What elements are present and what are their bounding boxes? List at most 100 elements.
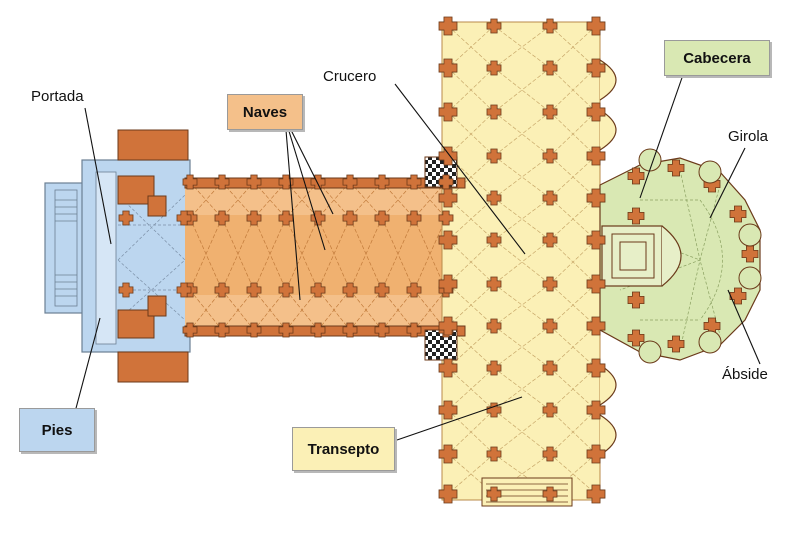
pillar	[118, 282, 134, 298]
pillar	[118, 210, 134, 226]
leader-naves-1	[284, 117, 334, 215]
pillar	[486, 446, 502, 462]
pillar	[438, 230, 458, 250]
radiating-chapel	[698, 160, 722, 184]
pillar	[176, 282, 192, 298]
label-crucero: Crucero	[323, 68, 377, 85]
pillar	[586, 400, 606, 420]
pillar	[486, 402, 502, 418]
pillar	[438, 316, 458, 336]
label-cabecera: Cabecera	[664, 40, 770, 76]
pillar	[246, 322, 262, 338]
leader-naves-2	[284, 117, 326, 251]
pillar	[542, 18, 558, 34]
pillar	[542, 148, 558, 164]
radiating-chapel	[738, 223, 762, 247]
pillar	[278, 282, 294, 298]
pillar	[486, 360, 502, 376]
pillar	[374, 322, 390, 338]
radiating-chapel	[698, 330, 722, 354]
radiating-chapel	[638, 340, 662, 364]
pillar	[586, 230, 606, 250]
leader-lines	[74, 71, 761, 441]
pillar	[374, 282, 390, 298]
pillar	[542, 486, 558, 502]
pillar	[182, 174, 198, 190]
cabecera-region	[599, 157, 761, 361]
pillar	[438, 146, 458, 166]
pillar	[438, 188, 458, 208]
apse-chapels	[638, 148, 762, 364]
pillar	[586, 484, 606, 504]
pillar	[438, 274, 458, 294]
pillar	[278, 322, 294, 338]
leader-portada	[84, 107, 112, 245]
pillar	[586, 444, 606, 464]
pillar	[246, 210, 262, 226]
pillar	[627, 329, 645, 347]
pillar	[438, 16, 458, 36]
pillar	[406, 210, 422, 226]
pillar	[374, 174, 390, 190]
pillar	[586, 274, 606, 294]
pillar	[586, 358, 606, 378]
pillar	[438, 444, 458, 464]
leader-naves-3	[284, 117, 301, 301]
pillar	[246, 282, 262, 298]
pillar	[486, 104, 502, 120]
pillar	[374, 210, 390, 226]
pillar	[310, 322, 326, 338]
label-pies: Pies	[19, 408, 95, 452]
pillars	[118, 16, 759, 504]
pillar	[542, 360, 558, 376]
label-girola: Girola	[728, 128, 769, 145]
pillar	[586, 102, 606, 122]
pillar	[214, 210, 230, 226]
pillar	[310, 210, 326, 226]
pillar	[214, 282, 230, 298]
pillar	[182, 322, 198, 338]
label-transepto: Transepto	[292, 427, 395, 471]
pillar	[486, 18, 502, 34]
pillar	[438, 102, 458, 122]
pillar	[342, 322, 358, 338]
pillar	[406, 282, 422, 298]
pillar	[214, 174, 230, 190]
pillar	[542, 318, 558, 334]
pillar	[278, 174, 294, 190]
pillar	[542, 60, 558, 76]
pillar	[542, 232, 558, 248]
leader-girola	[709, 147, 746, 219]
pillar	[627, 207, 645, 225]
pillar	[438, 400, 458, 420]
pillar	[214, 322, 230, 338]
pillar	[342, 210, 358, 226]
leader-crucero	[394, 83, 526, 255]
pillar	[627, 167, 645, 185]
pillar	[342, 174, 358, 190]
pillar	[542, 190, 558, 206]
pillar	[667, 159, 685, 177]
pillar	[438, 484, 458, 504]
pillar	[586, 58, 606, 78]
pillar	[406, 322, 422, 338]
pillar	[438, 58, 458, 78]
pillar	[486, 190, 502, 206]
label-naves: Naves	[227, 94, 303, 130]
pillar	[176, 210, 192, 226]
pillar	[729, 205, 747, 223]
pillar	[438, 358, 458, 378]
transepto-region	[441, 21, 601, 501]
pillar	[486, 60, 502, 76]
leader-transepto	[396, 396, 523, 441]
pillar	[438, 210, 454, 226]
pillar	[542, 104, 558, 120]
pillar	[667, 335, 685, 353]
pillar	[741, 245, 759, 263]
pillar	[310, 282, 326, 298]
pillar	[246, 174, 262, 190]
pillar	[586, 188, 606, 208]
leader-cabecera	[639, 71, 685, 199]
label-abside: Ábside	[722, 366, 768, 383]
